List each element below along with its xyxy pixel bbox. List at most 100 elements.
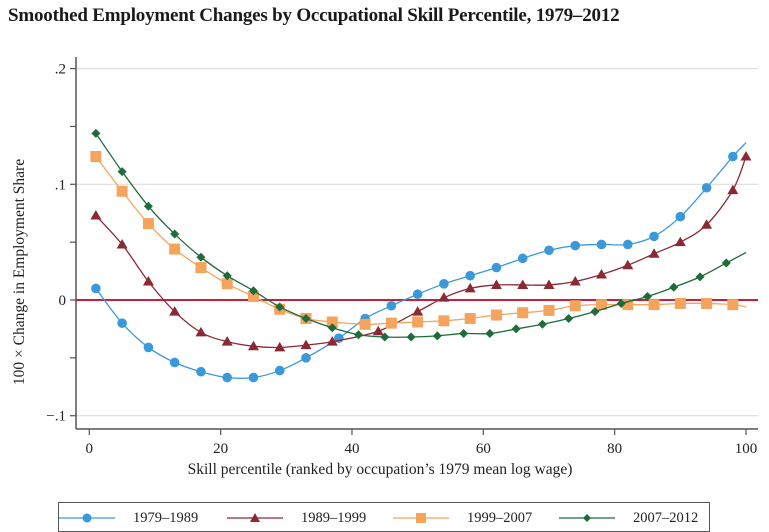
- data-point-square: [727, 299, 739, 311]
- data-point-circle: [412, 289, 423, 300]
- data-point-triangle: [569, 275, 581, 286]
- data-point-diamond: [196, 252, 206, 262]
- legend-label: 2007–2012: [633, 509, 699, 526]
- data-point-circle: [649, 231, 659, 242]
- ticks: −.1 0 .1 .2 0 20 40 60 80 100: [46, 62, 757, 457]
- data-point-circle: [439, 279, 449, 289]
- data-point-triangle: [490, 279, 502, 289]
- data-point-triangle: [195, 326, 207, 337]
- data-point-circle: [517, 253, 528, 264]
- x-tick-label: 40: [344, 441, 359, 457]
- legend-swatch-square-icon: [393, 513, 449, 523]
- data-point-square: [438, 315, 450, 327]
- y-tick-label: .2: [55, 62, 66, 78]
- data-point-square: [142, 218, 154, 230]
- data-point-triangle: [300, 339, 312, 350]
- data-point-square: [490, 309, 502, 321]
- data-point-square: [517, 307, 529, 319]
- y-tick-label: 0: [59, 293, 67, 309]
- data-point-triangle: [412, 306, 424, 316]
- data-point-diamond: [564, 314, 574, 324]
- data-point-triangle: [622, 259, 634, 270]
- data-point-diamond: [406, 332, 416, 342]
- data-point-circle: [196, 366, 206, 377]
- data-point-circle: [301, 353, 311, 363]
- y-axis-title: 100 × Change in Employment Share: [11, 159, 28, 385]
- y-tick-label: −.1: [46, 409, 66, 425]
- data-point-square: [116, 185, 128, 197]
- series-1979–1989: [91, 142, 747, 383]
- data-point-circle: [465, 270, 475, 281]
- data-point-square: [648, 299, 660, 311]
- data-point-diamond: [327, 323, 337, 333]
- data-point-circle: [169, 357, 180, 368]
- data-point-diamond: [721, 258, 731, 268]
- data-point-circle: [248, 372, 259, 383]
- data-point-triangle: [596, 269, 608, 279]
- data-point-triangle: [142, 275, 154, 286]
- legend-item-1999-2007: 1999–2007: [393, 509, 532, 527]
- data-point-square: [359, 318, 371, 330]
- data-point-square: [569, 300, 581, 312]
- data-point-triangle: [274, 341, 286, 352]
- data-point-diamond: [354, 330, 364, 340]
- data-point-diamond: [537, 319, 547, 329]
- data-point-triangle: [740, 151, 752, 161]
- legend-label: 1989–1999: [301, 509, 367, 526]
- data-point-square: [385, 317, 397, 329]
- x-tick-label: 80: [607, 441, 622, 457]
- data-point-diamond: [275, 302, 285, 312]
- series-1989–1999: [90, 151, 752, 352]
- data-point-square: [195, 262, 207, 274]
- data-point-square: [674, 297, 686, 309]
- data-point-circle: [570, 240, 581, 251]
- data-point-square: [464, 313, 476, 325]
- gridlines: [76, 68, 758, 417]
- data-point-triangle: [543, 279, 555, 289]
- legend-swatch-circle-icon: [59, 513, 115, 523]
- series-1999–2007: [90, 151, 747, 330]
- data-point-square: [90, 151, 102, 163]
- data-point-diamond: [642, 292, 652, 302]
- data-point-diamond: [432, 331, 442, 341]
- data-point-circle: [143, 342, 154, 353]
- x-axis-title: Skill percentile (ranked by occupation’s…: [188, 461, 573, 478]
- data-point-square: [247, 291, 259, 303]
- data-point-circle: [386, 300, 397, 311]
- data-point-diamond: [511, 324, 521, 334]
- data-point-square: [596, 299, 608, 311]
- data-point-triangle: [169, 306, 181, 316]
- data-point-circle: [491, 262, 502, 273]
- data-point-circle: [596, 239, 607, 250]
- data-point-diamond: [117, 167, 127, 177]
- legend-item-1989-1999: 1989–1999: [227, 509, 366, 527]
- data-point-triangle: [326, 336, 338, 346]
- data-point-square: [622, 299, 634, 311]
- data-point-diamond: [143, 201, 153, 211]
- data-point-triangle: [438, 292, 450, 302]
- data-point-diamond: [91, 128, 101, 138]
- legend-swatch-triangle-icon: [227, 513, 283, 522]
- series-group: [90, 128, 752, 383]
- axes: [75, 57, 758, 430]
- x-tick-label: 0: [86, 441, 94, 457]
- series-line: [95, 133, 747, 338]
- data-point-circle: [91, 283, 101, 294]
- x-tick-label: 20: [213, 441, 228, 457]
- data-point-square: [701, 297, 713, 309]
- data-point-triangle: [701, 219, 713, 229]
- data-point-diamond: [485, 329, 495, 339]
- legend-label: 1979–1989: [133, 509, 199, 526]
- data-point-diamond: [170, 229, 180, 239]
- data-point-triangle: [221, 336, 233, 346]
- data-point-triangle: [674, 236, 686, 247]
- data-point-triangle: [372, 325, 384, 336]
- y-tick-label: .1: [55, 177, 66, 193]
- x-tick-label: 60: [476, 441, 491, 457]
- legend-label: 1999–2007: [467, 509, 533, 526]
- data-point-circle: [622, 239, 633, 250]
- data-point-square: [221, 278, 233, 290]
- data-point-square: [543, 304, 555, 316]
- data-point-diamond: [616, 298, 626, 308]
